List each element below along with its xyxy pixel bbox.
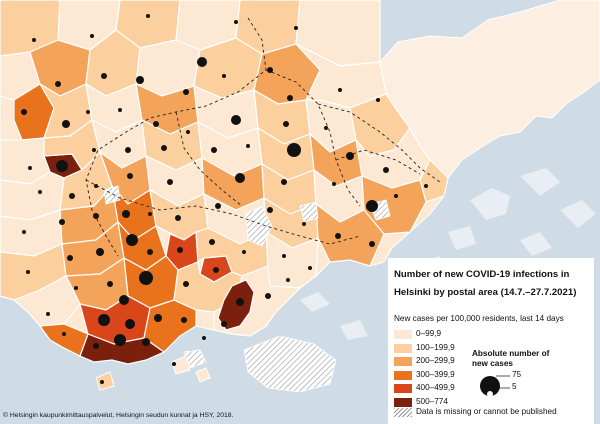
postal-areas xyxy=(0,0,449,365)
legend-swatch xyxy=(394,370,412,380)
legend-bin-label: 300–399,9 xyxy=(416,369,455,379)
hatch-swatch xyxy=(394,408,412,417)
size-legend-large-label: 75 xyxy=(512,370,522,379)
legend-missing-label: Data is missing or cannot be published xyxy=(416,407,557,416)
legend-swatch xyxy=(394,343,412,353)
size-legend-title: Absolute number of new cases xyxy=(472,349,550,368)
size-legend-small-dot xyxy=(487,391,493,397)
size-legend: 75 5 xyxy=(472,370,532,406)
harbour-islands xyxy=(95,355,211,391)
map-title: Number of new COVID-19 infections in Hel… xyxy=(394,269,577,298)
source-credit: © Helsingin kaupunkimittauspalvelut, Hel… xyxy=(3,412,234,419)
legend-bin-label: 0–99,9 xyxy=(416,329,442,338)
size-legend-small-label: 5 xyxy=(512,382,517,391)
legend-swatch xyxy=(394,357,412,367)
size-legend-symbols xyxy=(480,375,510,397)
legend-bin-label: 500–774 xyxy=(416,396,448,406)
legend-swatch xyxy=(394,330,412,339)
legend-bin-label: 400–499,9 xyxy=(416,383,455,393)
size-legend-large-dot xyxy=(480,376,500,396)
legend-bin-label: 200–299,9 xyxy=(416,356,455,366)
legend-subtitle: New cases per 100,000 residents, last 14… xyxy=(394,314,564,323)
legend-bin-label: 100–199,9 xyxy=(416,342,455,352)
laajasalo-area xyxy=(217,279,255,331)
legend-panel: Number of new COVID-19 infections in Hel… xyxy=(388,258,594,424)
legend-swatch xyxy=(394,384,412,394)
case-dots xyxy=(21,14,428,384)
missing-data-areas xyxy=(103,185,391,393)
legend-swatch xyxy=(394,397,412,407)
